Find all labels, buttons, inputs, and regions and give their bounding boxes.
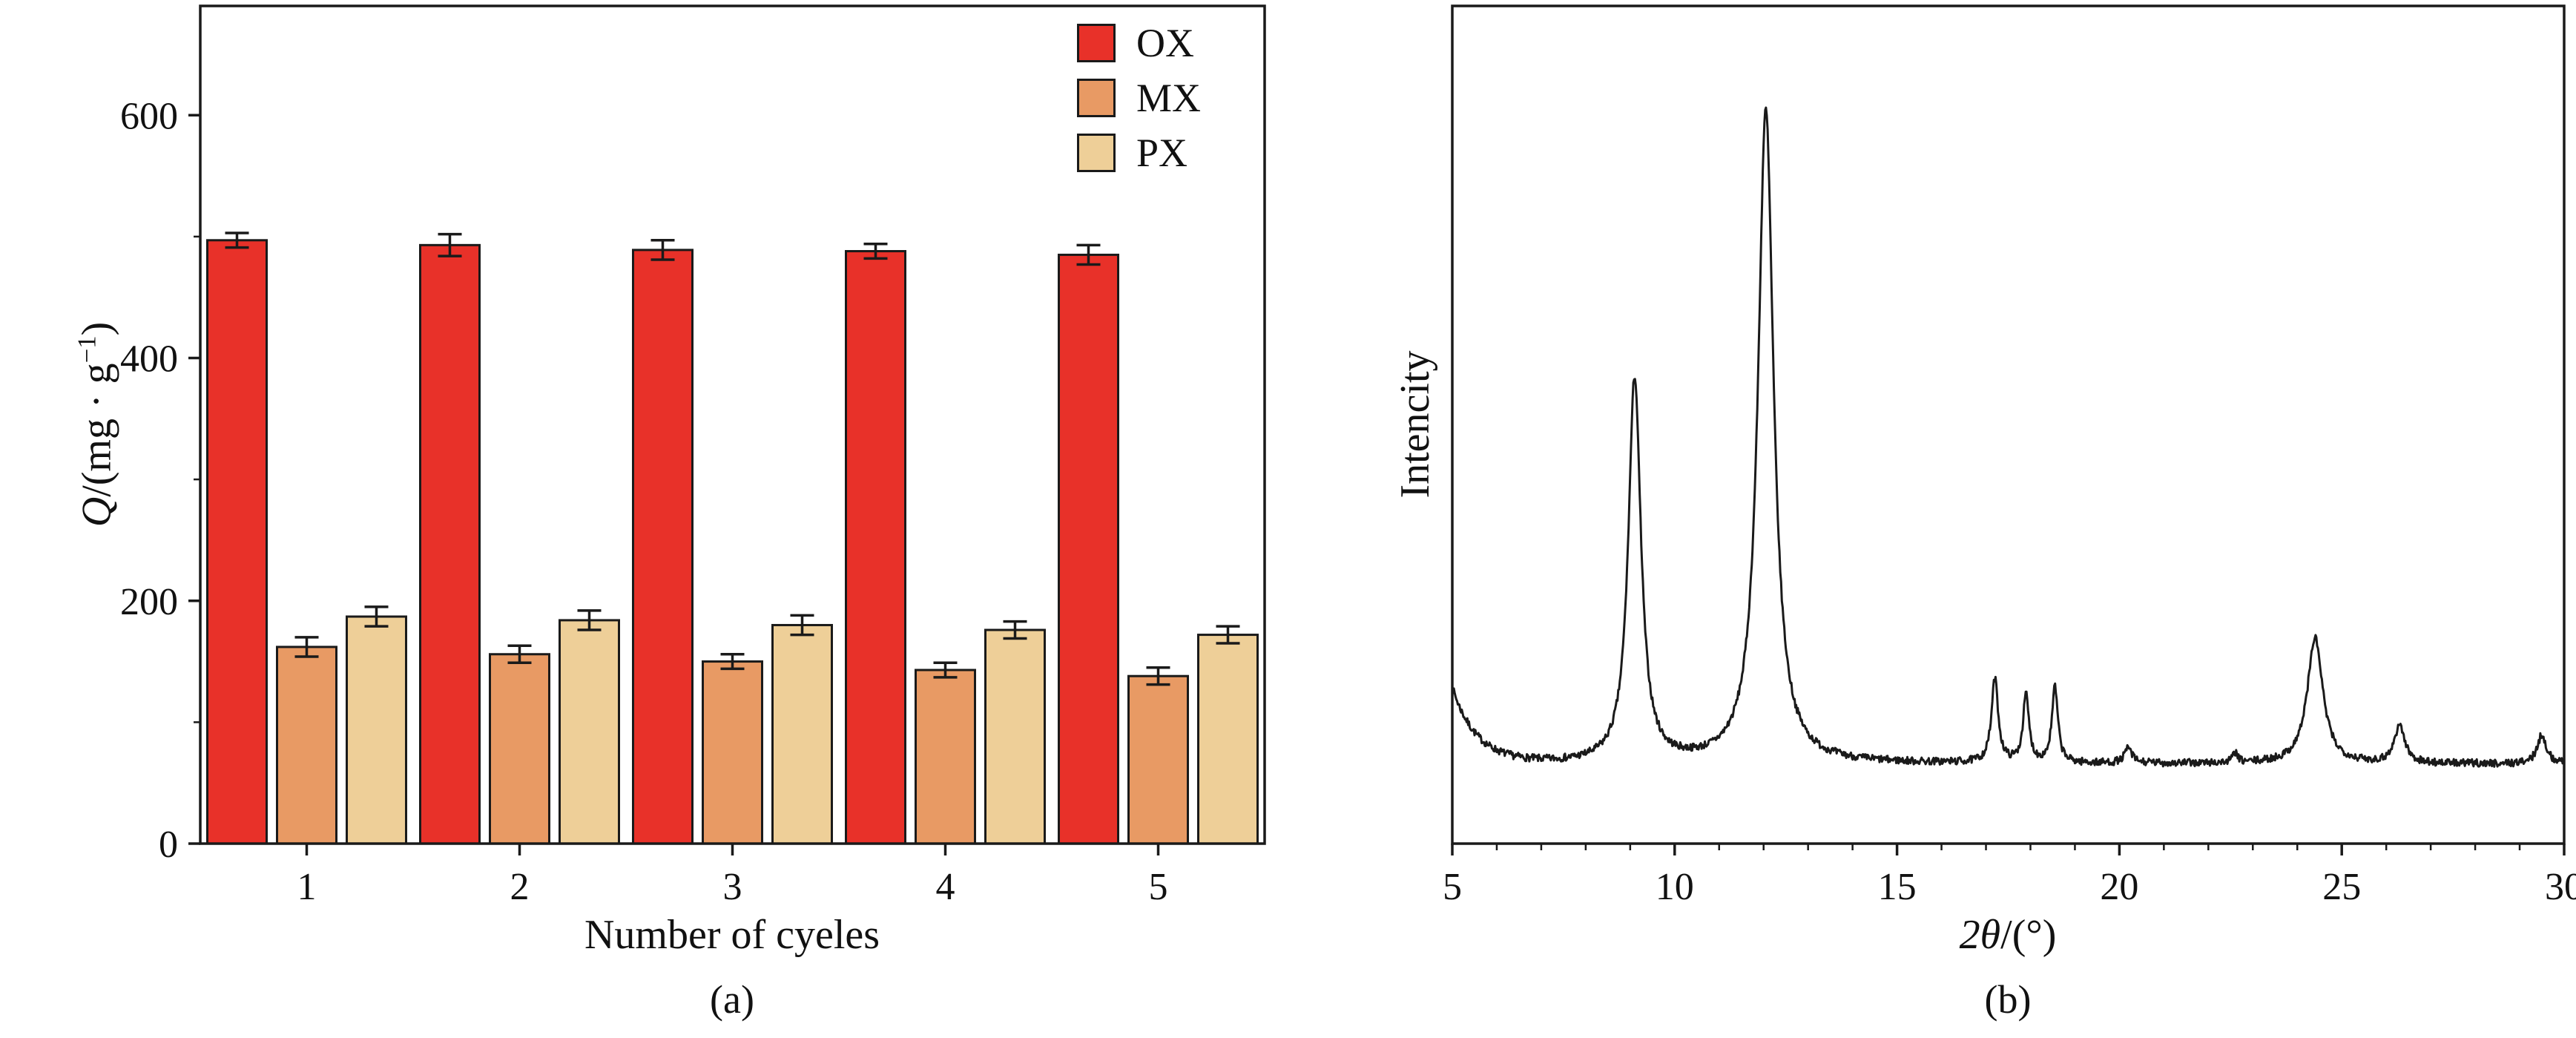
bar-px-cycle-4 xyxy=(984,628,1046,845)
x-tick-label: 4 xyxy=(936,866,955,908)
bar-px-cycle-2 xyxy=(559,619,620,845)
x-tick-label: 20 xyxy=(2100,866,2138,908)
bar-mx-cycle-2 xyxy=(489,653,550,845)
x-tick-label: 1 xyxy=(297,866,317,908)
x-tick-label: 30 xyxy=(2545,866,2576,908)
legend-item-ox: OX xyxy=(1077,21,1201,65)
legend-swatch xyxy=(1077,79,1116,117)
bar-ox-cycle-5 xyxy=(1058,253,1119,845)
bar-mx-cycle-3 xyxy=(702,660,763,845)
bar-ox-cycle-4 xyxy=(845,250,906,845)
bar-mx-cycle-5 xyxy=(1127,674,1189,845)
bar-mx-cycle-1 xyxy=(276,646,337,845)
y-tick-label: 400 xyxy=(120,338,178,381)
x-tick-label: 10 xyxy=(1656,866,1694,908)
legend-item-px: PX xyxy=(1077,131,1201,175)
x-tick-label: 3 xyxy=(723,866,742,908)
x-axis-label-a: Number of cyeles xyxy=(584,912,880,958)
x-tick-label: 2 xyxy=(510,866,530,908)
legend-swatch xyxy=(1077,134,1116,172)
xrd-chart-svg: 5 10 15 20 25 30 xyxy=(1443,4,2576,908)
legend-label: PX xyxy=(1136,131,1188,175)
bar-px-cycle-1 xyxy=(346,615,407,845)
y-axis-label-b: Intencity xyxy=(1392,350,1438,499)
legend: OX MX PX xyxy=(1077,21,1202,175)
plot-frame-a xyxy=(199,4,1266,845)
y-label-a-units: /(mg · g xyxy=(73,363,120,497)
x-tick-label: 25 xyxy=(2322,866,2361,908)
y-axis-label-a: Q/(mg · g−1) xyxy=(73,322,121,527)
y-tick-label: 200 xyxy=(120,581,178,623)
x-label-b-units: /(°) xyxy=(2000,912,2057,958)
y-tick-label: 0 xyxy=(159,824,178,866)
bar-chart-svg: 0 200 400 600 1 2 3 4 5 xyxy=(120,4,1266,908)
bar-ox-cycle-2 xyxy=(419,243,481,845)
y-label-a-symbol: Q xyxy=(73,496,120,528)
x-axis-label-b: 2θ/(°) xyxy=(1960,911,2057,959)
bar-ox-cycle-1 xyxy=(206,239,268,845)
x-tick-label: 5 xyxy=(1149,866,1168,908)
bar-px-cycle-3 xyxy=(771,623,833,845)
panel-caption-a: (a) xyxy=(710,977,754,1022)
y-label-a-superscript: −1 xyxy=(72,335,102,364)
plot-frame-b xyxy=(1451,4,2566,845)
legend-label: MX xyxy=(1136,76,1202,120)
bar-ox-cycle-3 xyxy=(632,249,694,845)
x-label-b-symbol: 2θ xyxy=(1959,912,2001,958)
x-tick-label: 15 xyxy=(1878,866,1917,908)
bar-px-cycle-5 xyxy=(1197,634,1259,845)
panel-caption-b: (b) xyxy=(1984,977,2032,1022)
bar-mx-cycle-4 xyxy=(915,669,976,845)
x-tick-label: 5 xyxy=(1443,866,1462,908)
legend-swatch xyxy=(1077,24,1116,62)
legend-item-mx: MX xyxy=(1077,76,1202,120)
y-tick-label: 600 xyxy=(120,95,178,137)
legend-label: OX xyxy=(1136,21,1194,65)
xrd-curve xyxy=(1451,106,2566,768)
y-label-a-close: ) xyxy=(73,321,120,336)
